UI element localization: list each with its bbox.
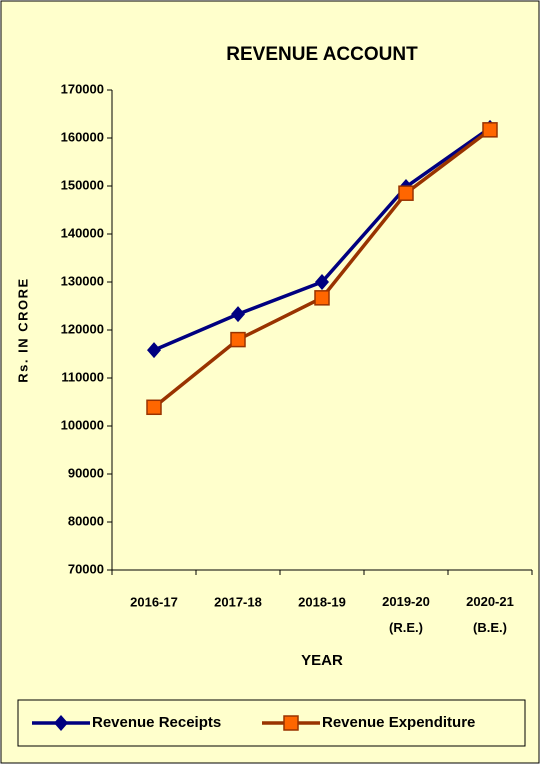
data-point: [398, 185, 414, 201]
data-point: [230, 331, 246, 348]
y-axis-label: Rs. IN CRORE: [15, 277, 30, 382]
legend-marker: [54, 715, 68, 731]
data-point: [314, 290, 330, 306]
x-tick-label: 2020-21 (B.E.): [466, 594, 514, 635]
y-tick-label: 120000: [61, 321, 104, 336]
y-tick-label: 100000: [61, 417, 104, 432]
y-tick-label: 150000: [61, 177, 104, 192]
y-tick-label: 160000: [61, 129, 104, 144]
data-point: [147, 342, 161, 359]
x-tick-label: 2016-17: [130, 594, 178, 609]
y-tick-label: 110000: [61, 369, 104, 384]
legend-label: Revenue Receipts: [92, 714, 221, 731]
legend-marker: [283, 715, 299, 731]
x-tick-label: 2018-19: [298, 594, 346, 609]
y-tick-label: 70000: [68, 561, 104, 576]
data-point: [146, 399, 162, 416]
y-tick-label: 140000: [61, 225, 104, 240]
y-tick-label: 90000: [68, 465, 104, 480]
x-tick-label: 2017-18: [214, 594, 262, 609]
y-tick-label: 170000: [61, 81, 104, 96]
y-tick-label: 130000: [61, 273, 104, 288]
chart-title: REVENUE ACCOUNT: [226, 44, 418, 65]
x-tick-label: 2019-20 (R.E.): [382, 594, 430, 635]
data-point: [482, 122, 498, 138]
data-point: [231, 306, 245, 323]
data-point: [315, 274, 329, 290]
y-tick-label: 80000: [68, 513, 104, 528]
x-axis-label: YEAR: [301, 652, 343, 669]
legend-label: Revenue Expenditure: [322, 714, 475, 731]
